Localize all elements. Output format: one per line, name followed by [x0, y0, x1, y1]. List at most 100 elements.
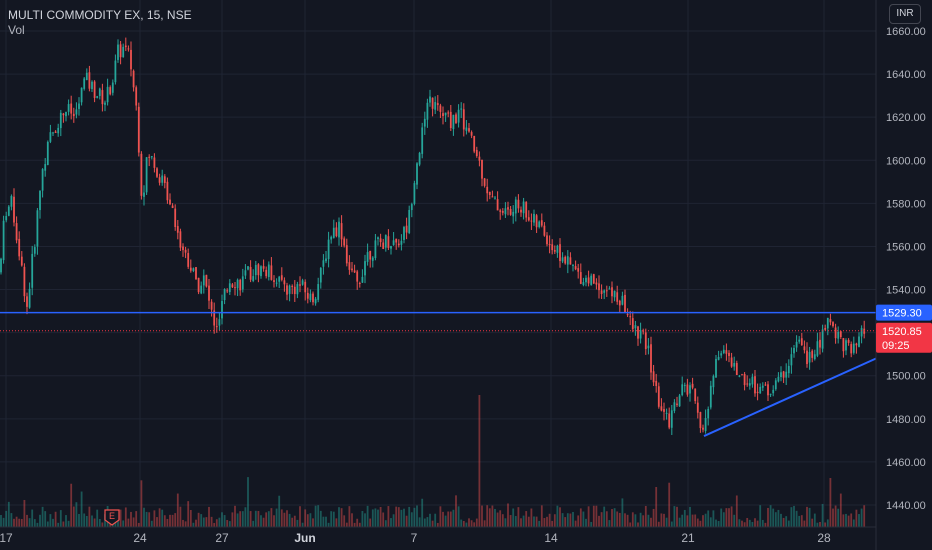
volume-bar — [470, 520, 473, 527]
candle-body — [808, 351, 811, 363]
candle-body — [236, 279, 239, 289]
volume-bar — [556, 505, 559, 527]
volume-bar — [540, 505, 543, 527]
candle-body — [741, 374, 743, 376]
time-scale[interactable]: 17 24 27 Jun 7 14 21 28 — [0, 531, 831, 545]
volume-bar — [842, 514, 845, 527]
volume-bar — [676, 506, 678, 527]
volume-bar — [855, 509, 858, 527]
candle-body — [366, 252, 369, 262]
volume-bar — [382, 512, 385, 527]
volume-bar — [637, 522, 639, 527]
volume-bar — [65, 515, 67, 527]
candle-body — [852, 343, 855, 353]
volume-bar — [488, 508, 491, 527]
candle-body — [208, 285, 210, 301]
volume-bar — [59, 510, 62, 527]
volume-bar — [741, 520, 743, 527]
volume-bar — [455, 495, 457, 527]
volume-bar — [845, 513, 847, 527]
candle-body — [439, 105, 442, 112]
volume-bar — [358, 522, 361, 527]
candle-body — [169, 199, 171, 205]
volume-bar — [249, 511, 252, 527]
candle-body — [743, 373, 746, 386]
volume-bar — [421, 498, 424, 527]
candle-body — [65, 111, 67, 117]
candle-body — [390, 245, 392, 249]
volume-bar — [735, 495, 738, 527]
volume-bar — [520, 518, 522, 527]
price-scale[interactable]: 1440.001460.001480.001500.001520.001540.… — [886, 26, 926, 512]
candle-body — [286, 285, 288, 295]
candle-body — [171, 205, 174, 209]
volume-bar — [512, 508, 515, 527]
volume-bar — [374, 508, 377, 527]
earnings-marker[interactable]: E — [104, 509, 120, 526]
volume-bar — [377, 509, 379, 527]
volume-bar — [23, 499, 26, 527]
volume-bar — [208, 506, 210, 527]
candle-body — [647, 345, 650, 349]
candle-body — [57, 127, 60, 134]
volume-bar — [189, 509, 192, 527]
candle-body — [291, 285, 294, 287]
volume-bar — [62, 521, 65, 527]
volume-bar — [127, 518, 130, 527]
candle-body — [704, 418, 707, 432]
candle-body — [605, 290, 608, 292]
volume-bar — [494, 508, 496, 527]
candle-body — [821, 329, 824, 349]
volume-bar — [525, 511, 528, 527]
candle-body — [371, 257, 374, 261]
volume-bar — [811, 518, 814, 527]
candle-body — [338, 221, 340, 238]
currency-button[interactable]: INR — [889, 4, 921, 24]
horizontal-line-price-text: 1529.30 — [882, 308, 922, 320]
volume-bar — [221, 512, 223, 527]
candle-body — [54, 131, 57, 133]
candle-body — [356, 271, 359, 282]
candle-body — [522, 201, 525, 214]
candle-body — [215, 326, 218, 328]
candle-body — [434, 102, 437, 110]
candle-body — [590, 275, 593, 285]
volume-bar — [517, 507, 520, 527]
candle-body — [759, 386, 762, 394]
volume-bar — [709, 517, 712, 527]
last-price-text: 1520.85 — [882, 326, 922, 338]
volume-bar — [826, 519, 829, 527]
volume-bar — [803, 520, 806, 527]
candle-body — [332, 227, 335, 238]
candle-body — [278, 276, 281, 282]
candle-body — [265, 269, 268, 277]
candle-body — [696, 402, 699, 413]
volume-bar — [91, 515, 93, 527]
candle-body — [78, 103, 80, 109]
candle-body — [283, 280, 286, 285]
volume-bar — [213, 522, 216, 527]
volume-bar — [158, 508, 161, 527]
candle-body — [525, 202, 528, 218]
symbol-title[interactable]: MULTI COMMODITY EX, 15, NSE — [8, 8, 192, 22]
earnings-badge[interactable] — [104, 509, 120, 526]
volume-bar — [553, 514, 556, 527]
drawings[interactable] — [0, 311, 877, 437]
volume-bar — [473, 522, 476, 527]
price-tick-label: 1580.00 — [886, 198, 926, 210]
candle-body — [663, 409, 665, 412]
candle-body — [312, 293, 314, 303]
volume-bar — [624, 513, 626, 527]
volume-legend[interactable]: Vol — [8, 23, 25, 37]
candle-body — [559, 244, 561, 262]
candle-body — [676, 403, 678, 405]
volume-bar — [18, 518, 21, 527]
volume-bar — [28, 518, 31, 527]
candle-body — [280, 275, 283, 280]
candle-body — [345, 245, 348, 264]
trendline[interactable] — [703, 357, 877, 437]
volume-bar — [252, 520, 255, 527]
candle-body — [262, 266, 265, 269]
volume-bar — [793, 505, 795, 527]
